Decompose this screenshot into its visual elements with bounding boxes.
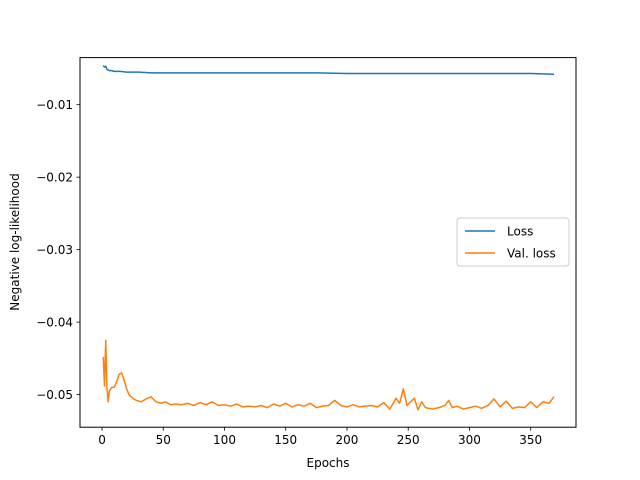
y-tick-label: −0.03 <box>36 243 73 257</box>
y-ticks: −0.05 −0.04 −0.03 −0.02 −0.01 <box>36 98 80 402</box>
y-tick-label: −0.02 <box>36 170 73 184</box>
plot-frame <box>79 57 577 428</box>
x-tick-label: 150 <box>274 433 297 447</box>
x-tick-label: 300 <box>458 433 481 447</box>
legend: Loss Val. loss <box>456 217 570 267</box>
legend-label-val-loss: Val. loss <box>507 247 556 261</box>
series-layer <box>102 65 555 411</box>
y-tick-label: −0.01 <box>36 98 73 112</box>
x-tick-label: 200 <box>336 433 359 447</box>
series-line-val-loss <box>102 339 555 411</box>
legend-label-loss: Loss <box>507 225 533 239</box>
x-tick-label: 350 <box>519 433 542 447</box>
x-ticks: 0 50 100 150 200 250 300 350 <box>98 427 542 447</box>
x-tick-label: 100 <box>213 433 236 447</box>
series-line-loss <box>102 65 554 76</box>
x-axis-label: Epochs <box>307 456 350 470</box>
y-tick-label: −0.05 <box>36 388 73 402</box>
x-tick-label: 0 <box>98 433 106 447</box>
x-tick-label: 250 <box>397 433 420 447</box>
y-axis-label: Negative log-likelihood <box>8 173 22 310</box>
legend-box <box>456 217 570 267</box>
y-tick-label: −0.04 <box>36 315 73 329</box>
x-tick-label: 50 <box>156 433 171 447</box>
